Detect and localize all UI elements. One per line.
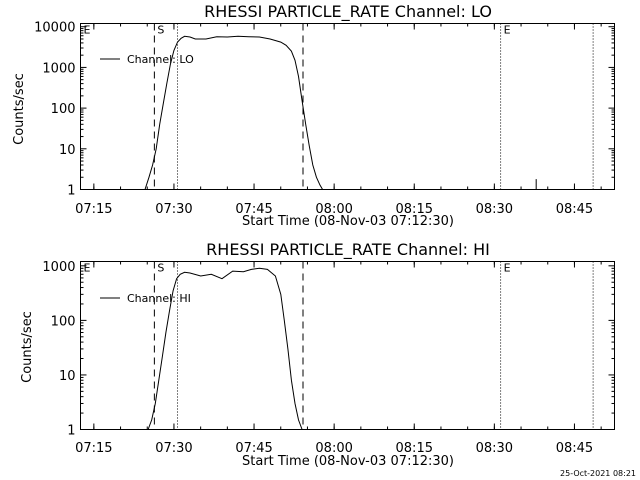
x-tick-label-lo: 07:30 [155, 202, 192, 217]
y-tick-label-lo: 100 [51, 102, 76, 117]
time-marker-label-hi: E [84, 262, 91, 275]
y-axis-label-lo: Counts/sec [12, 73, 27, 145]
y-tick-label-hi: 100 [51, 314, 76, 329]
y-axis-label-hi: Counts/sec [20, 311, 35, 383]
time-marker-label-hi: E [504, 262, 511, 275]
chart-title-lo: RHESSI PARTICLE_RATE Channel: LO [204, 2, 492, 22]
panel-lo: RHESSI PARTICLE_RATE Channel: LO Counts/… [12, 2, 615, 229]
y-tick-label-lo: 1000 [42, 61, 75, 76]
x-tick-label-lo: 08:00 [315, 202, 352, 217]
time-marker-label-lo: E [504, 24, 511, 37]
x-tick-label-lo: 08:30 [476, 202, 513, 217]
time-marker-label-lo: E [84, 24, 91, 37]
x-tick-label-lo: 08:15 [396, 202, 433, 217]
y-tick-label-hi: 10 [59, 369, 76, 384]
time-marker-label-hi: S [157, 262, 164, 275]
series-line-lo [144, 35, 324, 190]
y-tick-label-hi: 1 [67, 424, 75, 439]
time-marker-label-lo: S [157, 24, 164, 37]
x-tick-label-hi: 08:00 [315, 441, 352, 456]
x-axis-label-lo: Start Time (08-Nov-03 07:12:30) [242, 214, 454, 229]
chart-title-hi: RHESSI PARTICLE_RATE Channel: HI [206, 240, 490, 260]
x-tick-label-lo: 07:15 [75, 202, 112, 217]
x-tick-label-lo: 08:45 [556, 202, 593, 217]
x-tick-label-hi: 07:15 [75, 441, 112, 456]
panel-hi: RHESSI PARTICLE_RATE Channel: HI Counts/… [20, 240, 615, 469]
legend-lo: Channel: LO [100, 53, 194, 66]
legend-label-hi: Channel: HI [127, 292, 191, 305]
x-tick-label-hi: 08:30 [476, 441, 513, 456]
series-line-hi [147, 267, 303, 430]
x-axis-label-hi: Start Time (08-Nov-03 07:12:30) [242, 454, 454, 469]
legend-label-lo: Channel: LO [127, 53, 194, 66]
legend-hi: Channel: HI [100, 292, 191, 305]
plot-frame-hi [80, 261, 615, 430]
x-tick-label-lo: 07:45 [235, 202, 272, 217]
y-tick-label-lo: 10000 [34, 21, 75, 36]
x-tick-label-hi: 07:30 [155, 441, 192, 456]
y-tick-label-hi: 1000 [42, 260, 75, 275]
x-tick-label-hi: 07:45 [235, 441, 272, 456]
y-tick-label-lo: 1 [67, 184, 75, 199]
footer-timestamp: 25-Oct-2021 08:21 [560, 469, 636, 478]
plot-frame-lo [80, 23, 615, 190]
x-tick-label-hi: 08:45 [556, 441, 593, 456]
y-tick-label-lo: 10 [59, 143, 76, 158]
x-tick-label-hi: 08:15 [396, 441, 433, 456]
